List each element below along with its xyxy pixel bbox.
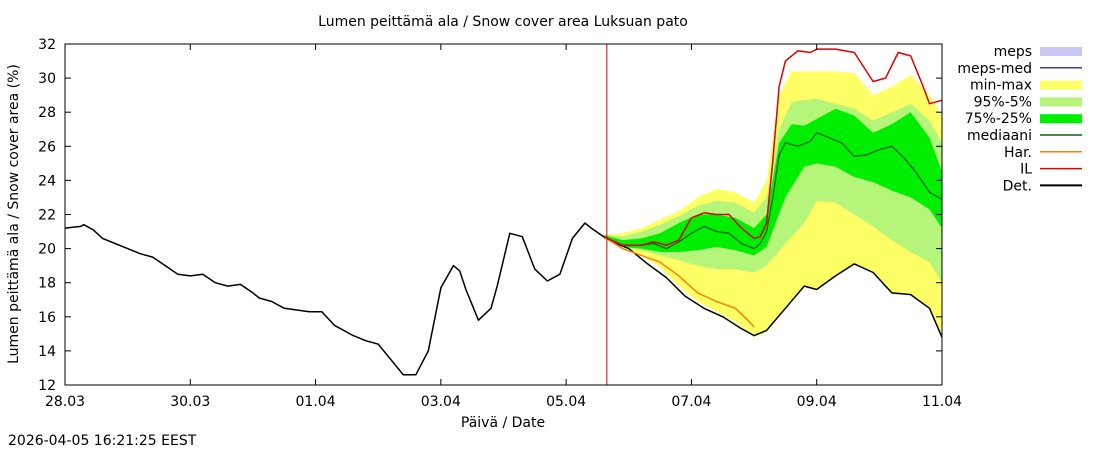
legend-label: meps-med <box>957 61 1032 77</box>
legend-label: Det. <box>1003 178 1032 194</box>
legend-label: 95%-5% <box>974 94 1032 110</box>
forecast-bands <box>603 71 942 338</box>
y-tick-label: 18 <box>38 276 56 292</box>
y-tick-label: 26 <box>38 139 56 155</box>
x-tick-label: 07.04 <box>671 394 711 410</box>
median-line <box>603 132 943 250</box>
har-line <box>603 236 755 328</box>
legend-label: IL <box>1020 162 1032 178</box>
legend-swatch <box>1040 80 1082 90</box>
il-line <box>603 48 943 246</box>
det-line <box>64 222 943 376</box>
x-tick-label: 01.04 <box>296 394 336 410</box>
x-tick-label: 05.04 <box>546 394 586 410</box>
y-tick-label: 20 <box>38 242 56 258</box>
x-axis-label: Päivä / Date <box>461 415 545 431</box>
x-tick-label: 09.04 <box>797 394 837 410</box>
legend-label: mediaani <box>967 128 1032 144</box>
legend-label: Har. <box>1004 145 1032 161</box>
legend-label: meps <box>994 44 1032 60</box>
y-tick-label: 28 <box>38 105 56 121</box>
legend-swatch <box>1040 114 1082 124</box>
y-tick-label: 24 <box>38 173 56 189</box>
y-tick-label: 32 <box>38 37 56 53</box>
y-axis: 12 14 16 18 20 22 24 26 28 30 32 <box>38 37 942 394</box>
legend-swatch <box>1040 47 1082 56</box>
chart-title: Lumen peittämä ala / Snow cover area Luk… <box>318 14 688 30</box>
y-axis-label: Lumen peittämä ala / Snow cover area (%) <box>6 64 22 364</box>
y-tick-label: 12 <box>38 378 56 394</box>
y-tick-label: 14 <box>38 344 56 360</box>
legend-label: 75%-25% <box>965 111 1032 127</box>
timestamp: 2026-04-05 16:21:25 EEST <box>8 433 197 449</box>
x-axis: 28.03 30.03 01.04 03.04 05.04 07.04 09.04 11.04 <box>45 44 962 410</box>
x-tick-label: 03.04 <box>421 394 461 410</box>
x-tick-label: 28.03 <box>45 394 85 410</box>
legend-swatch <box>1040 97 1082 107</box>
y-tick-label: 30 <box>38 71 56 87</box>
legend: mepsmeps-medmin-max95%-5%75%-25%mediaani… <box>957 44 1082 194</box>
legend-label: min-max <box>970 78 1032 94</box>
series-lines <box>64 48 943 376</box>
band-75-25 <box>603 108 942 256</box>
x-tick-label: 11.04 <box>922 394 962 410</box>
y-tick-label: 22 <box>38 208 56 224</box>
x-tick-label: 30.03 <box>170 394 210 410</box>
y-tick-label: 16 <box>38 310 56 326</box>
plot-area <box>64 44 943 385</box>
